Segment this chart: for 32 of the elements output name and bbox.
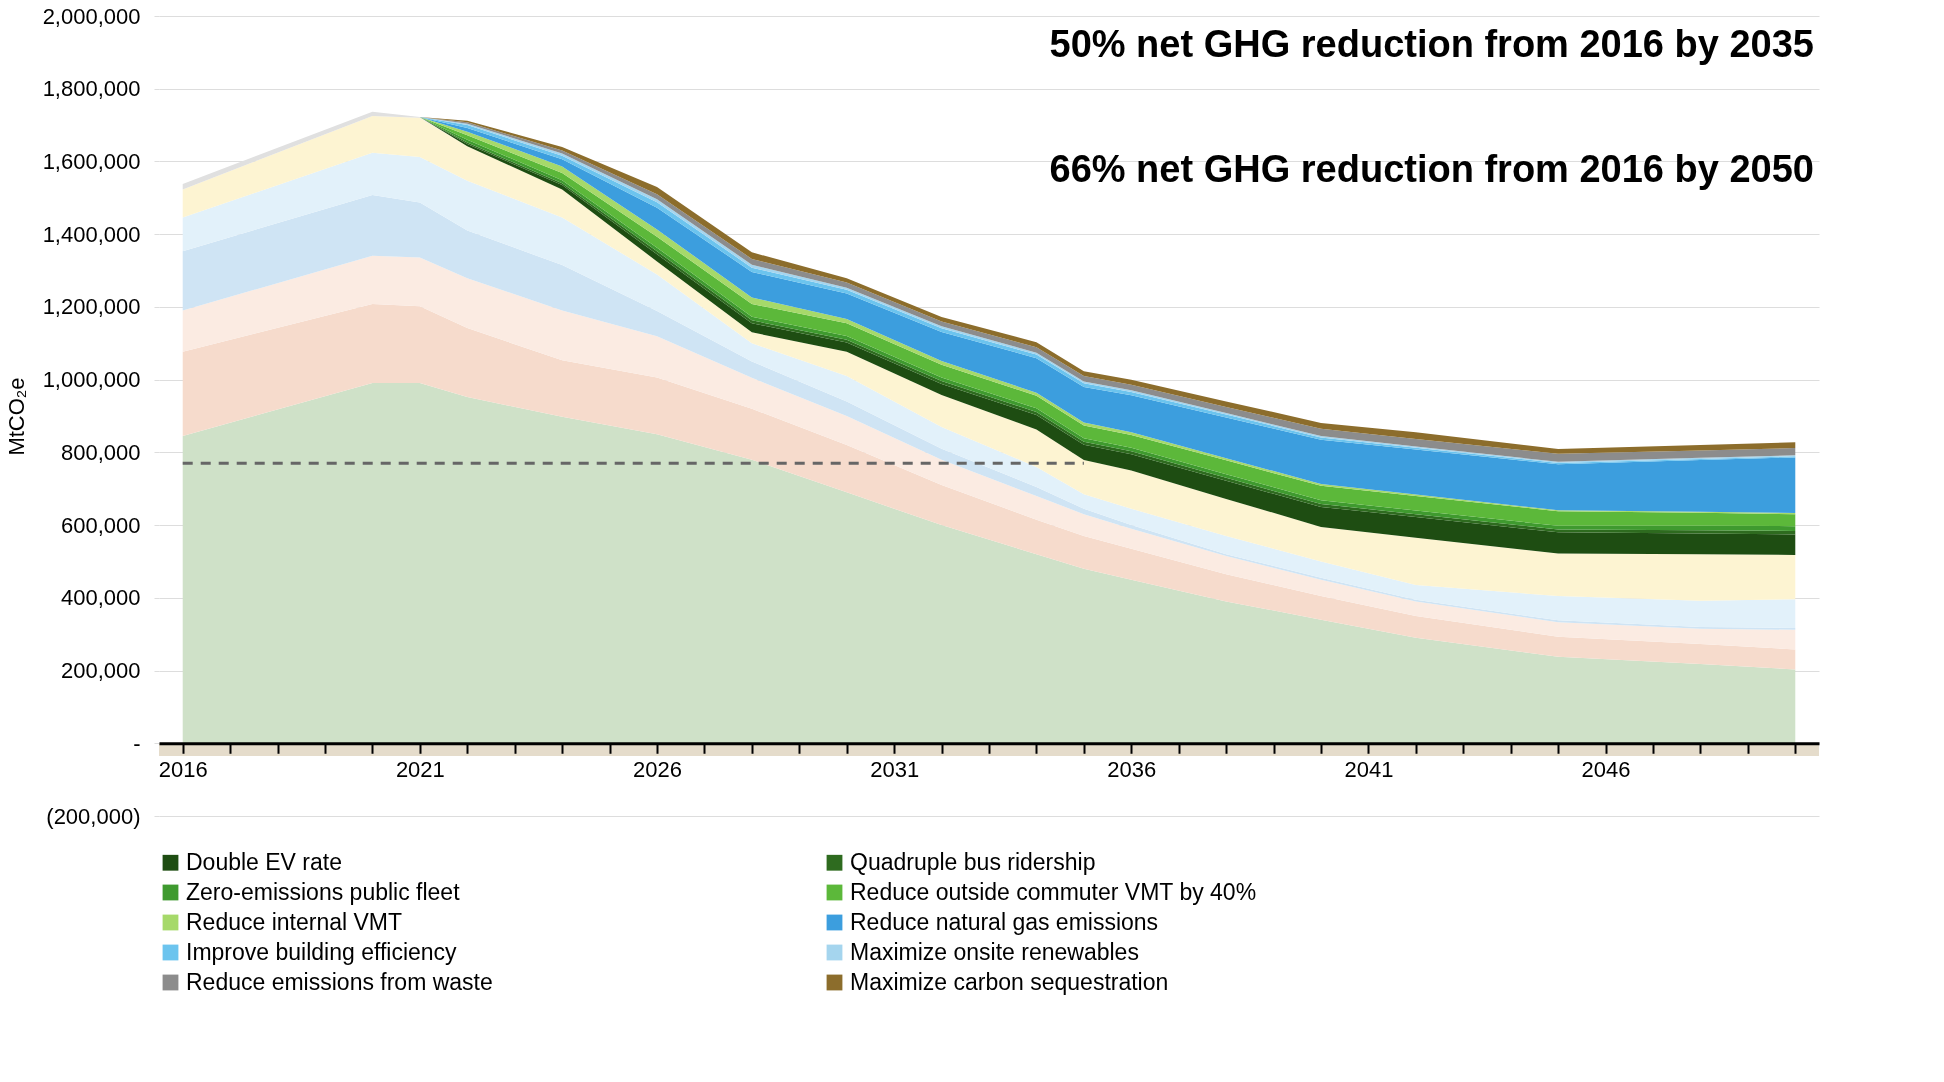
y-tick-label: - bbox=[133, 730, 141, 756]
annotation: 66% net GHG reduction from 2016 by 2050 bbox=[1049, 148, 1814, 190]
y-tick-label: 400,000 bbox=[60, 585, 141, 611]
x-tick-label: 2026 bbox=[633, 756, 682, 782]
legend-label: Double EV rate bbox=[186, 848, 342, 875]
y-tick-label: 1,600,000 bbox=[42, 148, 141, 174]
y-tick-label: 1,200,000 bbox=[42, 294, 141, 320]
x-tick-label: 2021 bbox=[395, 756, 445, 782]
y-tick-label: 1,000,000 bbox=[42, 367, 141, 393]
legend-label: Maximize carbon sequestration bbox=[850, 968, 1169, 995]
x-tick-label: 2031 bbox=[870, 756, 920, 782]
y-tick-label: 600,000 bbox=[60, 512, 141, 538]
y-axis-title: MtCO₂e bbox=[3, 377, 29, 456]
legend-label: Reduce internal VMT bbox=[186, 908, 403, 935]
y-tick-label: 200,000 bbox=[60, 658, 141, 684]
y-tick-label: 800,000 bbox=[60, 439, 141, 465]
x-tick-label: 2036 bbox=[1107, 756, 1157, 782]
legend-label: Quadruple bus ridership bbox=[850, 848, 1096, 875]
y-tick-label: 2,000,000 bbox=[42, 3, 141, 29]
legend-label: Zero-emissions public fleet bbox=[186, 878, 461, 905]
y-tick-label: (200,000) bbox=[46, 803, 141, 829]
legend-label: Reduce natural gas emissions bbox=[850, 908, 1159, 935]
x-tick-label: 2041 bbox=[1344, 756, 1394, 782]
x-tick-label: 2016 bbox=[158, 756, 208, 782]
legend-label: Reduce emissions from waste bbox=[186, 968, 493, 995]
legend-label: Maximize onsite renewables bbox=[850, 938, 1139, 965]
x-tick-label: 2046 bbox=[1581, 756, 1631, 782]
legend-label: Reduce outside commuter VMT by 40% bbox=[850, 878, 1257, 905]
annotation: 50% net GHG reduction from 2016 by 2035 bbox=[1049, 23, 1814, 65]
y-tick-label: 1,400,000 bbox=[42, 221, 141, 247]
y-tick-label: 1,800,000 bbox=[42, 76, 141, 102]
legend-label: Improve building efficiency bbox=[186, 938, 458, 965]
